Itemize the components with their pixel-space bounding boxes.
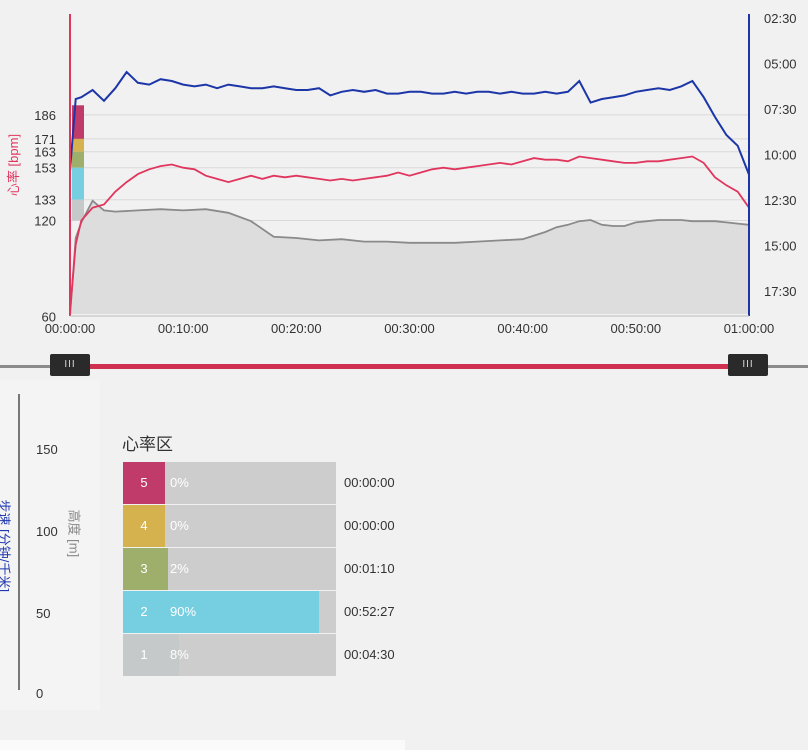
altitude-axis-label: 高度 [m] bbox=[66, 509, 82, 558]
bottom-strip bbox=[0, 740, 405, 750]
hr-zone-fill bbox=[123, 548, 169, 590]
hr-zone-fill bbox=[123, 591, 319, 633]
hr-zone-time: 00:00:00 bbox=[344, 518, 395, 533]
hr-tick-label: 133 bbox=[34, 193, 56, 208]
hr-zones-title: 心率区 bbox=[122, 435, 173, 454]
hr-zone-number: 4 bbox=[140, 518, 148, 533]
hr-zone-time: 00:04:30 bbox=[344, 647, 395, 662]
hr-zone-number: 5 bbox=[140, 475, 148, 490]
x-tick-label: 00:20:00 bbox=[271, 321, 322, 336]
pace-tick-label: 07:30 bbox=[764, 102, 797, 117]
range-start-handle[interactable]: III bbox=[50, 354, 90, 376]
hr-zone-number: 1 bbox=[140, 647, 148, 662]
hr-zone-fill bbox=[123, 505, 165, 547]
hr-zone-row: 2 90% bbox=[123, 591, 336, 633]
x-tick-label: 01:00:00 bbox=[724, 321, 775, 336]
hr-zone-percent: 90% bbox=[170, 604, 197, 619]
hr-zone-number: 3 bbox=[140, 561, 148, 576]
hr-zone-fill bbox=[123, 634, 179, 676]
altitude-tick: 50 bbox=[36, 606, 51, 621]
pace-axis-label: 步速 [分钟/千米] bbox=[0, 499, 12, 592]
hr-zone-percent: 2% bbox=[170, 561, 189, 576]
secondary-axes-panel: 步速 [分钟/千米] 高度 [m] 150 100 50 0 bbox=[0, 380, 100, 710]
pace-tick-label: 05:00 bbox=[764, 57, 797, 72]
pace-series bbox=[69, 70, 750, 175]
hr-zone-number: 2 bbox=[140, 604, 148, 619]
hr-axis-label: 心率 [bpm] bbox=[6, 134, 21, 196]
hr-zone-time: 00:01:10 bbox=[344, 561, 395, 576]
x-tick-label: 00:00:00 bbox=[45, 321, 96, 336]
lower-panel: 步速 [分钟/千米] 高度 [m] 150 100 50 0 心率区 5 0% 00… bbox=[0, 380, 808, 750]
altitude-area bbox=[70, 200, 749, 316]
hr-zone-percent: 0% bbox=[170, 475, 189, 490]
hr-zone-time: 00:00:00 bbox=[344, 475, 395, 490]
pace-tick-label: 02:30 bbox=[764, 11, 797, 26]
hr-zone-row: 4 0% bbox=[123, 505, 336, 547]
chart-axes bbox=[69, 14, 750, 317]
altitude-line bbox=[69, 199, 750, 317]
hr-zone-band bbox=[72, 167, 84, 200]
hr-zone-band bbox=[72, 199, 84, 221]
x-tick-label: 00:30:00 bbox=[384, 321, 435, 336]
hr-zone-row: 1 8% bbox=[123, 634, 336, 676]
x-tick-label: 00:40:00 bbox=[497, 321, 548, 336]
altitude-tick: 150 bbox=[36, 442, 58, 457]
hr-tick-label: 153 bbox=[34, 161, 56, 176]
hr-tick-label: 186 bbox=[34, 108, 56, 123]
hr-tick-label: 171 bbox=[34, 132, 56, 147]
pace-tick-label: 12:30 bbox=[764, 193, 797, 208]
hr-zone-fill bbox=[123, 462, 165, 504]
chart-grid bbox=[70, 114, 749, 221]
heart-rate-series bbox=[69, 155, 750, 312]
hr-zone-band bbox=[72, 151, 84, 168]
heart-rate-line bbox=[69, 155, 750, 312]
pace-tick-label: 10:00 bbox=[764, 148, 797, 163]
hr-zone-bands bbox=[72, 105, 84, 221]
x-tick-label: 00:50:00 bbox=[611, 321, 662, 336]
hr-zone-time: 00:52:27 bbox=[344, 604, 395, 619]
pace-axis-line bbox=[18, 394, 20, 690]
x-tick-label: 00:10:00 bbox=[158, 321, 209, 336]
hr-tick-label: 60 bbox=[42, 310, 56, 325]
pace-tick-label: 15:00 bbox=[764, 239, 797, 254]
hr-tick-label: 120 bbox=[34, 214, 56, 229]
altitude-series bbox=[69, 199, 750, 317]
altitude-tick: 0 bbox=[36, 686, 44, 701]
timeline-selected-range bbox=[70, 364, 750, 369]
hr-zone-band bbox=[72, 138, 84, 152]
hr-zone-row: 3 2% bbox=[123, 548, 336, 590]
pace-tick-label: 17:30 bbox=[764, 284, 797, 299]
pace-line bbox=[69, 70, 750, 175]
hr-zone-percent: 8% bbox=[170, 647, 189, 662]
hr-zone-percent: 0% bbox=[170, 518, 189, 533]
altitude-tick: 100 bbox=[36, 524, 58, 539]
hr-tick-label: 163 bbox=[34, 145, 56, 160]
range-end-handle[interactable]: III bbox=[728, 354, 768, 376]
time-range-slider[interactable]: III III bbox=[0, 352, 808, 380]
hr-zone-row: 5 0% bbox=[123, 462, 336, 504]
